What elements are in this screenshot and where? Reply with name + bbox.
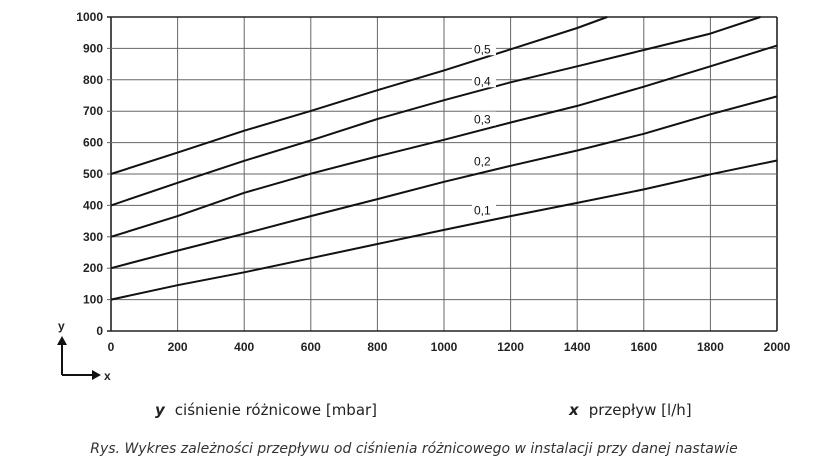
x-tick-label: 1200: [497, 340, 524, 354]
legend-x-symbol: x: [569, 401, 579, 419]
legend-y-text: ciśnienie różnicowe [mbar]: [174, 401, 378, 419]
axis-arrows-icon: y x: [57, 319, 111, 383]
y-axis-symbol: y: [58, 319, 65, 333]
series-label: 0,3: [474, 113, 491, 127]
x-tick-label: 400: [234, 340, 254, 354]
x-tick-label: 2000: [764, 340, 791, 354]
series-label: 0,5: [474, 42, 491, 56]
series-line-0-4: [110, 16, 761, 207]
y-tick-label: 1000: [76, 10, 103, 24]
y-tick-label: 400: [83, 198, 103, 212]
series-line-0-5: [110, 16, 608, 175]
series-label-background: [471, 111, 496, 126]
series-line-0-1: [110, 159, 778, 301]
x-tick-label: 200: [168, 340, 188, 354]
y-tick-label: 300: [83, 230, 103, 244]
y-tick-label: 100: [83, 293, 103, 307]
x-tick-label: 1400: [564, 340, 591, 354]
y-tick-label: 800: [83, 73, 103, 87]
series-label: 0,1: [474, 204, 491, 218]
series-label: 0,2: [474, 155, 491, 169]
figure-caption: Rys. Wykres zależności przepływu od ciśn…: [90, 441, 738, 457]
legend-y-symbol: y: [155, 401, 165, 419]
x-tick-label: 600: [301, 340, 321, 354]
x-axis-symbol: x: [104, 369, 111, 383]
y-tick-label: 200: [83, 261, 103, 275]
series-label-background: [471, 202, 496, 217]
series-line-0-2: [110, 95, 778, 270]
y-tick-label: 600: [83, 136, 103, 150]
legend-x-text: przepływ [l/h]: [588, 401, 692, 419]
series-label-background: [471, 73, 496, 88]
x-tick-label: 0: [108, 340, 115, 354]
series-label: 0,4: [474, 74, 491, 88]
x-tick-label: 1800: [697, 340, 724, 354]
series-label-background: [471, 41, 496, 56]
series-label-background: [471, 153, 496, 168]
y-tick-label: 900: [83, 41, 103, 55]
x-tick-label: 800: [367, 340, 387, 354]
x-tick-label: 1000: [431, 340, 458, 354]
chart-svg: 0,10,20,30,40,5 0 200 400 600 800 1000 1200 140…: [57, 10, 791, 383]
legend-x: x przepływ [l/h]: [569, 401, 692, 419]
x-tick-label: 1600: [630, 340, 657, 354]
series-line-0-3: [110, 44, 778, 238]
y-tick-label: 0: [96, 324, 103, 338]
y-tick-label: 700: [83, 104, 103, 118]
legend-y: y ciśnienie różnicowe [mbar]: [155, 401, 377, 419]
y-tick-label: 500: [83, 167, 103, 181]
